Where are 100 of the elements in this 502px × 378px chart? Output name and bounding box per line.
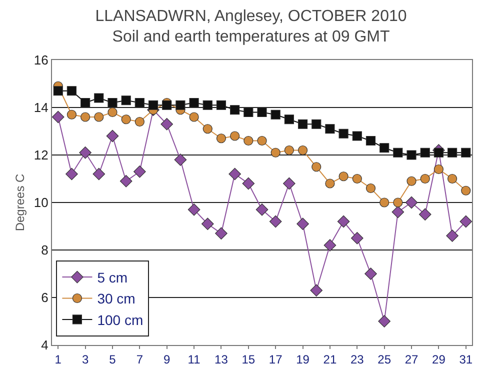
x-tick-label: 25 xyxy=(378,352,392,366)
point xyxy=(108,107,118,118)
point xyxy=(366,136,376,146)
point xyxy=(92,168,106,180)
point xyxy=(461,148,471,158)
point xyxy=(352,174,362,184)
point xyxy=(366,183,376,194)
point xyxy=(52,110,64,124)
point xyxy=(352,131,362,141)
y-tick-label: 12 xyxy=(34,148,48,163)
point xyxy=(230,131,240,141)
point xyxy=(189,98,199,108)
point xyxy=(380,143,390,153)
point xyxy=(257,107,267,118)
point xyxy=(434,164,444,174)
y-tick-label: 6 xyxy=(41,290,48,306)
x-tick-label: 1 xyxy=(54,352,62,366)
point xyxy=(162,100,172,110)
point xyxy=(405,196,418,209)
x-tick-label: 23 xyxy=(350,352,364,366)
point xyxy=(134,165,146,178)
point xyxy=(312,162,322,172)
x-tick-label: 27 xyxy=(404,352,419,366)
x-tick-label: 5 xyxy=(109,352,116,366)
x-tick-label: 17 xyxy=(268,352,283,366)
point xyxy=(256,203,268,216)
point xyxy=(216,134,226,144)
point xyxy=(420,174,430,184)
y-tick-label: 4 xyxy=(41,338,48,353)
point xyxy=(134,116,144,127)
point xyxy=(460,215,472,228)
y-tick-label: 16 xyxy=(34,52,48,68)
legend-label: 5 cm xyxy=(97,270,128,286)
x-tick-label: 31 xyxy=(459,352,473,366)
chart-subtitle: Soil and earth temperatures at 09 GMT xyxy=(112,28,390,46)
point xyxy=(338,172,348,182)
point xyxy=(66,110,77,120)
point xyxy=(461,186,471,196)
point xyxy=(406,176,416,186)
point xyxy=(325,178,335,188)
point xyxy=(284,145,294,156)
point xyxy=(244,107,254,118)
point xyxy=(257,136,267,146)
x-tick-label: 19 xyxy=(296,352,310,366)
x-tick-label: 21 xyxy=(323,352,337,366)
point xyxy=(393,198,403,208)
x-tick-label: 7 xyxy=(136,352,144,366)
point xyxy=(325,124,335,134)
point xyxy=(420,148,430,158)
x-tick-label: 9 xyxy=(164,352,171,366)
point xyxy=(94,112,104,122)
point xyxy=(202,100,212,110)
point xyxy=(121,96,131,106)
x-tick-label: 11 xyxy=(188,352,201,366)
legend-label: 100 cm xyxy=(97,312,144,328)
point xyxy=(188,203,200,216)
y-axis-title: Degrees C xyxy=(13,173,28,232)
point xyxy=(66,86,77,96)
point xyxy=(392,206,404,218)
point xyxy=(310,284,323,297)
point xyxy=(121,114,131,124)
x-tick-label: 15 xyxy=(242,352,256,366)
point xyxy=(174,154,187,166)
point xyxy=(298,119,308,129)
point xyxy=(216,100,226,110)
point xyxy=(338,128,348,138)
point xyxy=(79,146,92,159)
point xyxy=(160,118,173,130)
point xyxy=(269,215,282,228)
point xyxy=(80,98,90,108)
point xyxy=(230,105,240,115)
point xyxy=(351,232,364,244)
x-tick-label: 29 xyxy=(432,352,446,366)
point xyxy=(270,110,280,120)
point xyxy=(446,230,458,242)
point xyxy=(66,168,78,180)
x-tick-label: 13 xyxy=(214,352,228,366)
x-tick-label: 3 xyxy=(82,352,89,366)
point xyxy=(270,148,280,158)
point xyxy=(434,148,444,158)
y-tick-label: 10 xyxy=(34,195,48,210)
point xyxy=(176,100,186,110)
chart-title: LLANSADWRN, Anglesey, OCTOBER 2010 xyxy=(95,8,407,25)
point xyxy=(53,86,63,96)
y-tick-label: 14 xyxy=(34,100,48,116)
point xyxy=(201,218,214,230)
point xyxy=(120,174,132,188)
point xyxy=(283,177,296,190)
point xyxy=(284,114,294,124)
point xyxy=(134,98,144,108)
point xyxy=(447,174,458,184)
point xyxy=(296,218,309,230)
point xyxy=(380,198,390,208)
point xyxy=(80,112,90,122)
point xyxy=(148,100,158,110)
point xyxy=(312,119,322,129)
point xyxy=(364,268,377,280)
point xyxy=(242,177,255,190)
point xyxy=(189,112,199,122)
y-tick-label: 8 xyxy=(41,242,48,258)
